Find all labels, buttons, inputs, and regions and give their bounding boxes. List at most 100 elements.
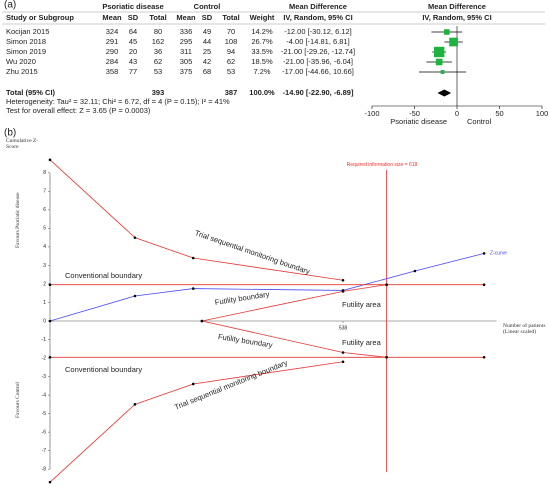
cell: 77 (129, 67, 137, 76)
cell: 36 (154, 47, 162, 56)
column-header: Weight (250, 13, 275, 22)
cell: 20 (129, 47, 137, 56)
column-header: SD (128, 13, 139, 22)
column-header: Mean (102, 13, 122, 22)
weight: 14.2% (251, 27, 273, 36)
cell: 64 (129, 27, 137, 36)
cell: 49 (203, 27, 211, 36)
cell: 53 (154, 67, 162, 76)
x-axis-label: Number of patients (Linear scaled) (503, 323, 546, 335)
y-tick-label: -4 (42, 392, 47, 398)
cell: 305 (180, 57, 193, 66)
cell: 25 (203, 47, 211, 56)
group-header: Psoriatic disease (102, 2, 163, 11)
point (200, 319, 204, 323)
point (413, 269, 417, 273)
cell: 43 (129, 57, 137, 66)
group-header: Mean Difference (289, 2, 347, 11)
heterogeneity: Heterogeneity: Tau² = 32.11; Chi² = 6.72… (6, 97, 230, 106)
y-axis-label: Cumulative Z-Score (6, 138, 39, 150)
cell: 70 (227, 27, 235, 36)
effect-square (440, 70, 445, 74)
point (48, 356, 52, 359)
y-tick-label: 1 (43, 300, 46, 306)
point (48, 283, 52, 286)
cell: 375 (180, 67, 193, 76)
point (133, 403, 137, 406)
cell: 284 (106, 57, 119, 66)
y-tick-label: -7 (42, 448, 47, 454)
cell: 393 (152, 88, 165, 97)
study-name: Zhu 2015 (6, 67, 38, 76)
study-name: Simon 2019 (6, 47, 46, 56)
y-tick-label: -6 (42, 429, 47, 435)
cell: 94 (227, 47, 235, 56)
weight: 33.5% (251, 47, 273, 56)
series-label: Futility boundary (214, 289, 270, 307)
ris-label: Required information size = 618 (347, 162, 418, 168)
ci-label: -14.90 [-22.90, -6.89] (283, 88, 354, 97)
x-tick-label: 0 (455, 109, 459, 118)
y-tick-label: -8 (42, 467, 47, 473)
cell: 387 (225, 88, 238, 97)
cell: 324 (106, 27, 119, 36)
cell: 42 (203, 57, 211, 66)
point (482, 252, 486, 255)
ci-label: -17.00 [-44.66, 10.66] (282, 67, 354, 76)
point (341, 278, 345, 282)
y-tick-label: 7 (43, 189, 46, 195)
panel-label: (a) (4, 0, 16, 11)
weight: 7.2% (253, 67, 270, 76)
column-header: Mean (176, 13, 196, 22)
point (191, 382, 195, 386)
group-header: Mean Difference (428, 2, 486, 11)
weight: 18.5% (251, 57, 273, 66)
weight: 100.0% (249, 88, 275, 97)
group-header: Control (194, 2, 221, 11)
point (48, 480, 52, 484)
point (385, 283, 388, 286)
series-label: Conventional boundary (65, 365, 142, 374)
overall-effect: Test for overall effect: Z = 3.65 (P = 0… (6, 106, 151, 115)
weight: 26.7% (251, 37, 273, 46)
study-name: Wu 2020 (6, 57, 36, 66)
effect-square (435, 58, 443, 66)
cell: 68 (203, 67, 211, 76)
x-tick-label: 100 (536, 109, 549, 118)
point (385, 356, 388, 359)
point (191, 287, 195, 290)
series-label: Z-curve (490, 250, 507, 256)
point (341, 351, 345, 354)
total-label: Total (95% CI) (6, 88, 56, 97)
column-header: Total (149, 13, 166, 22)
series-label: Conventional boundary (65, 271, 142, 280)
y-tick-label: 6 (43, 207, 46, 213)
cell: 295 (180, 37, 193, 46)
study-name: Kocijan 2015 (6, 27, 49, 36)
point (341, 360, 345, 364)
column-header: IV, Random, 95% CI (422, 13, 491, 22)
point (191, 256, 195, 260)
point (48, 158, 52, 162)
pooled-diamond (437, 89, 452, 97)
favours-label: Control (467, 117, 492, 126)
series-line (49, 361, 344, 483)
favours-label: Favours Psoriatic disease (15, 192, 21, 248)
ci-label: -21.00 [-29.26, -12.74] (281, 47, 355, 56)
cell: 53 (227, 67, 235, 76)
cell: 108 (225, 37, 238, 46)
series-line (49, 159, 344, 281)
cell: 162 (152, 37, 165, 46)
favours-label: Psoriatic disease (390, 117, 447, 126)
y-tick-label: 8 (43, 170, 46, 176)
series-line (49, 253, 485, 322)
point (48, 319, 52, 323)
ci-label: -12.00 [-30.12, 6.12] (284, 27, 352, 36)
column-header: IV, Random, 95% CI (283, 13, 352, 22)
cell: 290 (106, 47, 119, 56)
y-tick-label: 0 (43, 318, 46, 324)
ci-label: -21.00 [-35.96, -6.04] (283, 57, 353, 66)
y-tick-label: 2 (43, 281, 46, 287)
point (341, 290, 345, 293)
